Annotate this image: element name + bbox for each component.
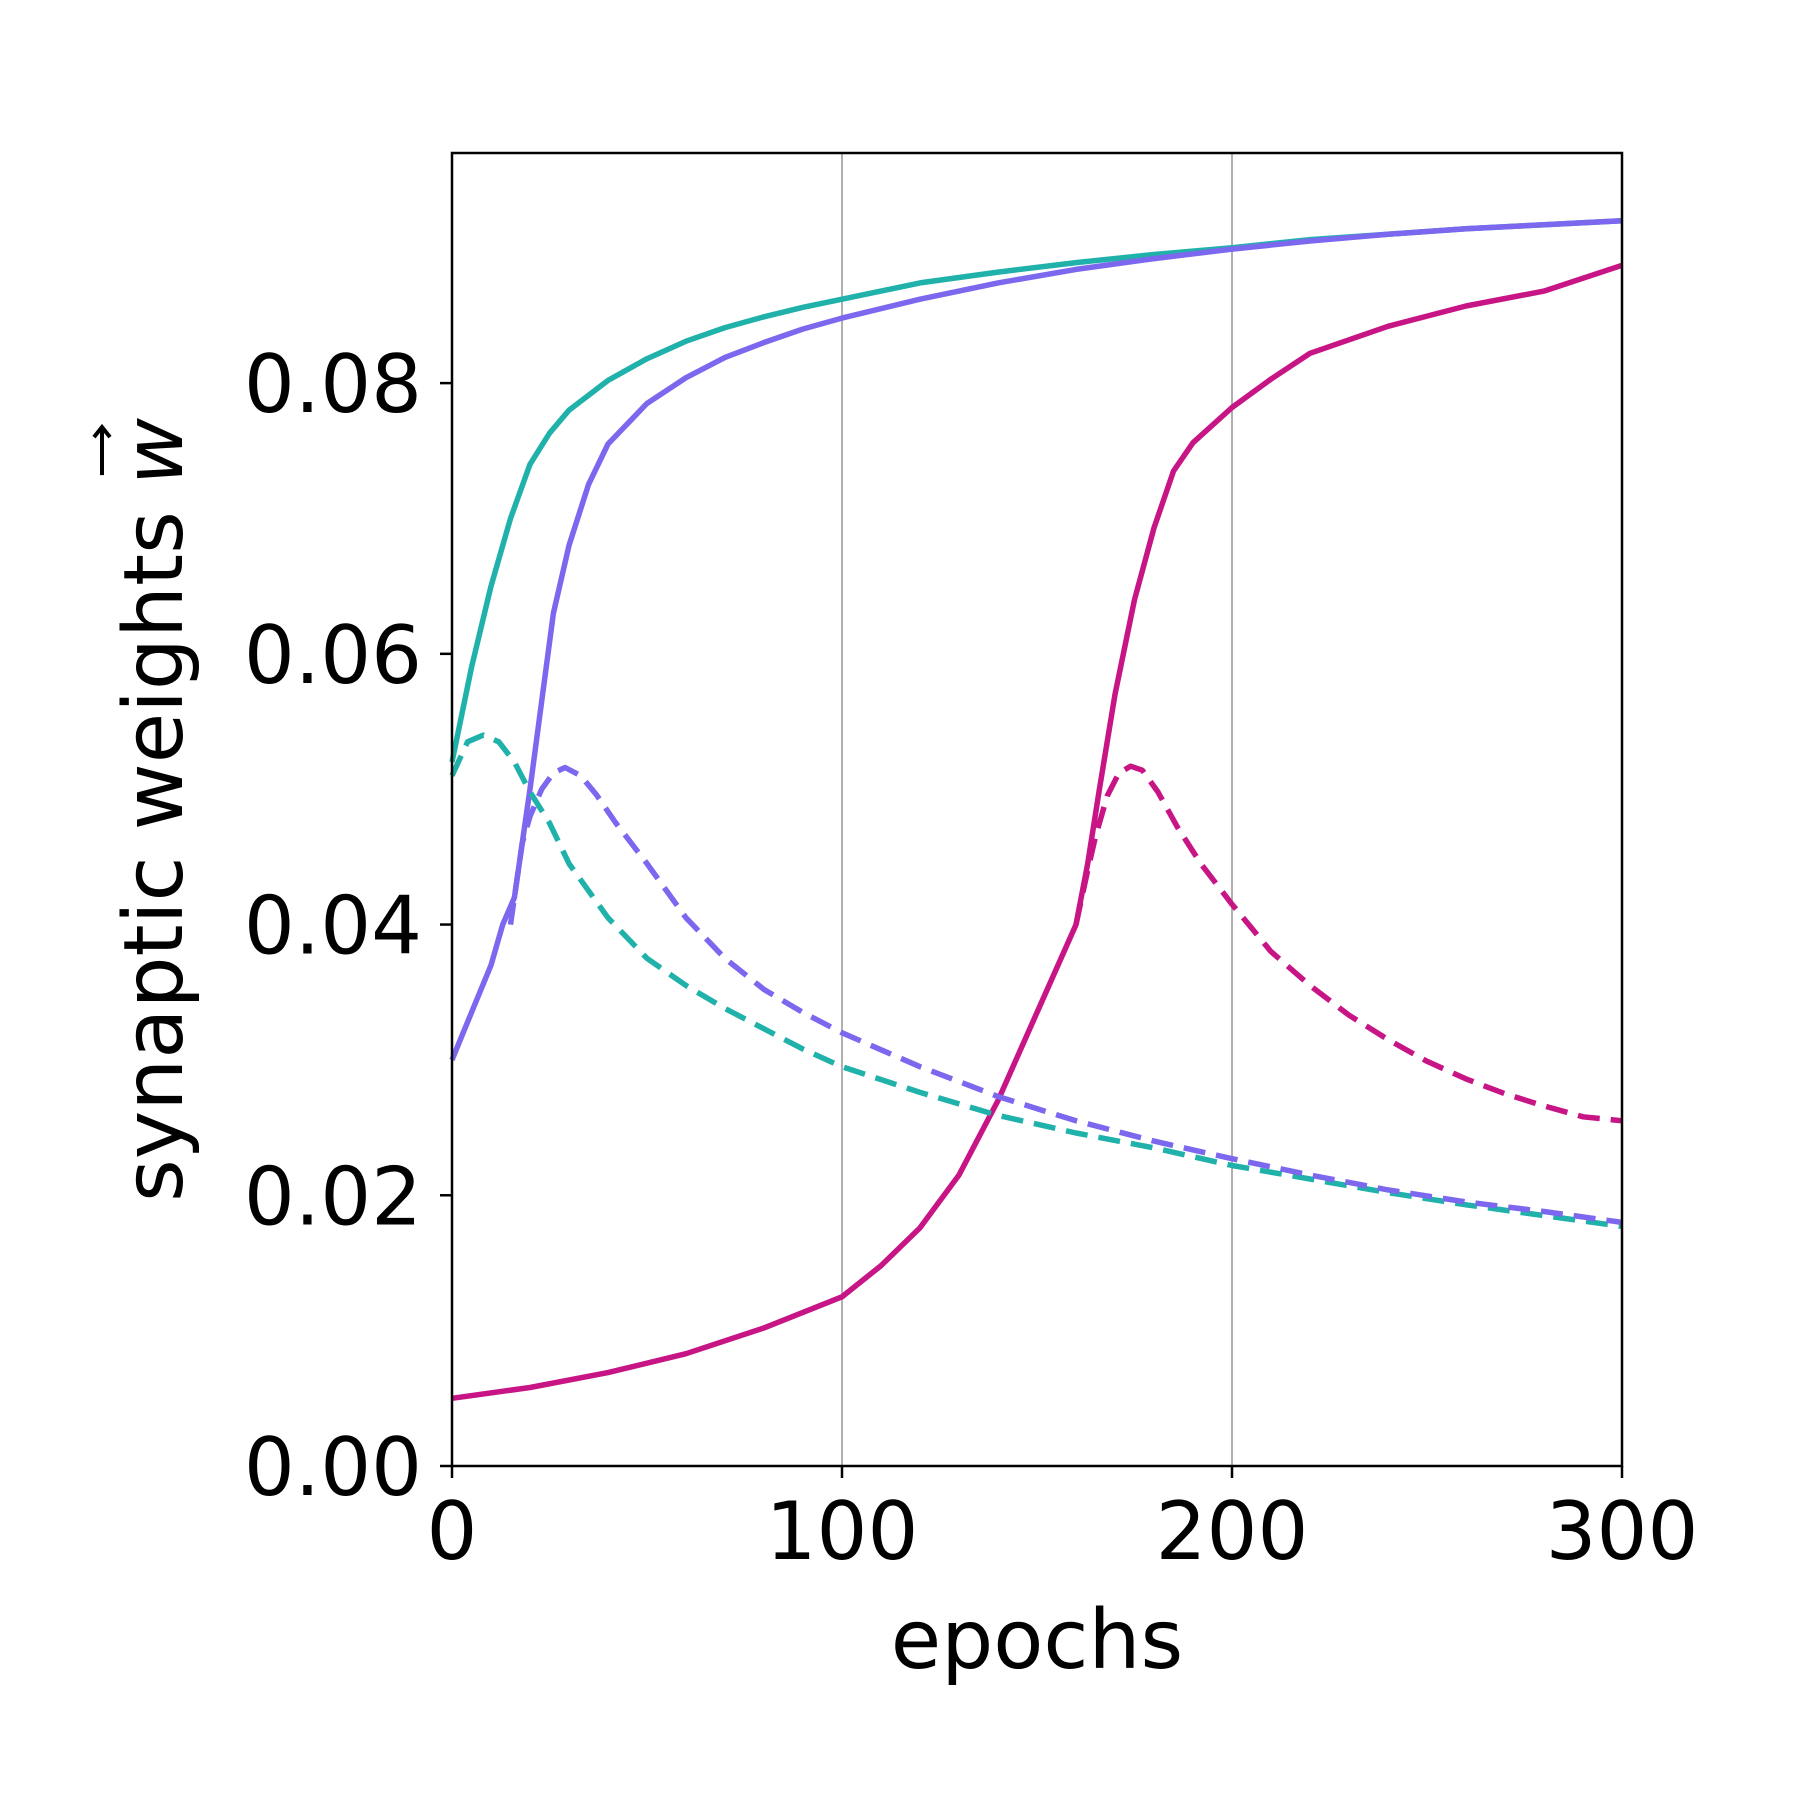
tick-layer: 0 100 200 300 0.00 0.02 0.04 0.06 0.08: [244, 338, 1698, 1578]
x-tick-label: 100: [766, 1485, 919, 1578]
series-line-5-dashed: [507, 764, 1623, 1226]
plot-frame: [450, 151, 1624, 1468]
series-layer: [449, 217, 1623, 1402]
y-tick-label: 0.08: [244, 338, 422, 431]
y-tick-label: 0.02: [244, 1150, 422, 1243]
y-axis-vector-symbol: w: [107, 417, 202, 485]
y-tick-label: 0.06: [244, 609, 422, 702]
y-axis-title: synaptic weights w: [92, 417, 202, 1202]
x-axis-title: epochs: [891, 1593, 1183, 1688]
series-line-3-solid: [451, 262, 1623, 1402]
x-tick-label: 200: [1156, 1485, 1309, 1578]
series-line-6-dashed: [1073, 763, 1623, 1124]
y-axis-label-text: synaptic weights: [107, 511, 202, 1202]
y-tick-label: 0.04: [244, 880, 422, 973]
x-tick-label: 0: [427, 1485, 478, 1578]
series-line-4-dashed: [449, 732, 1623, 1230]
svg-text:synaptic weights: synaptic weights w: [107, 417, 202, 1202]
y-tick-label: 0.00: [244, 1421, 422, 1514]
vector-arrow-icon: [92, 423, 112, 476]
x-tick-label: 300: [1546, 1485, 1699, 1578]
